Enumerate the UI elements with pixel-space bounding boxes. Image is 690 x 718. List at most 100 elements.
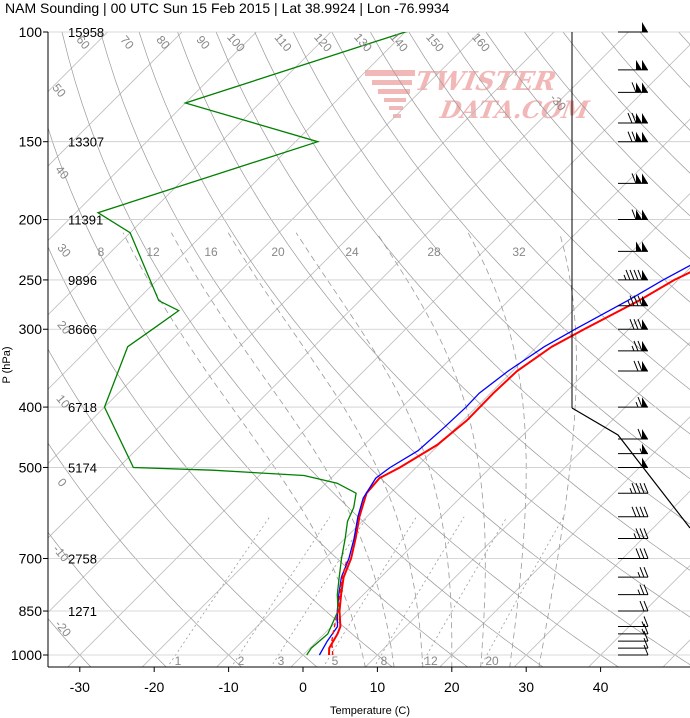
mixing-ratio-label: 3 — [278, 654, 285, 668]
barb-flag — [642, 59, 648, 70]
barb-flag — [636, 241, 642, 252]
mixing-ratio-label: 20 — [485, 654, 499, 668]
pressure-gridlines — [43, 31, 690, 672]
height-label: 13307 — [68, 135, 104, 150]
barb-full — [633, 295, 639, 306]
isotherm-line — [48, 32, 406, 390]
moist-adiabat-label: 20 — [271, 245, 285, 259]
barb-flag — [642, 397, 648, 408]
temp-tick-label: -10 — [218, 679, 238, 695]
barb-flag — [642, 428, 648, 439]
barb-half — [635, 401, 639, 408]
barb-full — [637, 396, 643, 408]
barb-flag — [642, 82, 648, 93]
dry-adiabat — [138, 32, 690, 666]
wind-barb — [618, 637, 649, 649]
barb-flag — [636, 82, 642, 93]
pressure-tick-label: 400 — [19, 399, 43, 415]
wind-barb — [618, 616, 649, 627]
mixing-ratio-line — [479, 516, 564, 667]
dry-adiabat — [562, 32, 690, 174]
height-label: 2758 — [68, 551, 97, 566]
pressure-tick-label: 1000 — [11, 647, 42, 663]
barb-full — [627, 112, 633, 124]
barb-full — [643, 600, 649, 612]
barb-flag — [636, 131, 642, 142]
wind-barb — [618, 173, 648, 184]
moist-adiabat-label: 16 — [204, 245, 218, 259]
x-axis-label: Temperature (C) — [330, 705, 410, 717]
barb-full — [643, 566, 649, 578]
dry-adiabat — [48, 531, 167, 667]
moist-adiabat — [170, 232, 395, 667]
pressure-tick-label: 150 — [19, 134, 43, 150]
barb-half — [639, 448, 643, 454]
barb-full — [637, 269, 643, 281]
moist-adiabat-label: 28 — [427, 245, 441, 259]
moist-adiabat-label: 12 — [146, 245, 160, 259]
dry-adiabat — [215, 32, 690, 571]
barb-full — [639, 528, 645, 539]
dry-adiabat-label: 150 — [423, 30, 447, 55]
axes-frame — [47, 32, 690, 668]
wind-barb — [618, 566, 649, 578]
barb-full — [629, 319, 635, 330]
temp-tick-label: 20 — [444, 679, 460, 695]
isotherm-line — [290, 267, 690, 667]
dry-adiabat-label: 120 — [311, 30, 335, 55]
barb-flag — [642, 113, 648, 124]
wind-barb — [618, 528, 649, 539]
isotherm-line — [216, 193, 690, 667]
barb-full — [637, 295, 643, 306]
wind-barb — [618, 269, 648, 281]
mixing-ratio-line — [322, 516, 417, 667]
barb-full — [631, 506, 637, 517]
dry-adiabat-label: 160 — [469, 30, 493, 55]
barb-full — [637, 428, 643, 440]
dry-adiabat — [100, 32, 619, 667]
height-label: 1271 — [68, 604, 97, 619]
barb-flag — [642, 457, 648, 468]
tornado-icon — [365, 70, 415, 118]
barb-flag — [642, 131, 648, 142]
barb-full — [631, 173, 637, 184]
isotherm-line — [48, 32, 183, 167]
barb-full — [639, 506, 645, 517]
height-label: 8666 — [68, 322, 97, 337]
height-label: 15958 — [68, 25, 104, 40]
wind-barb — [618, 131, 648, 143]
temp-tick-label: 40 — [593, 679, 609, 695]
watermark-line2: DATA.COM — [437, 95, 592, 124]
wind-barb — [618, 506, 649, 518]
y-axis-label: P (hPa) — [1, 346, 13, 383]
wind-barb — [618, 623, 649, 635]
dry-adiabat — [331, 32, 690, 435]
mixing-ratio-label: 1 — [175, 654, 182, 668]
barb-full — [643, 483, 649, 494]
barb-half — [633, 533, 637, 539]
barb-full — [643, 637, 649, 649]
temperature-trace — [328, 271, 690, 656]
wind-barb — [618, 644, 649, 656]
wind-barb — [618, 241, 648, 252]
isotherm-line — [48, 32, 629, 613]
temp-tick-label: -30 — [70, 679, 90, 695]
barb-flag — [636, 209, 642, 220]
wind-barb — [618, 319, 648, 330]
wind-barb — [618, 457, 648, 468]
barb-flag — [642, 319, 648, 330]
barb-full — [639, 548, 645, 559]
barb-full — [629, 295, 635, 306]
pressure-tick-label: 700 — [19, 550, 43, 566]
barb-half — [637, 571, 641, 578]
barb-full — [639, 566, 645, 578]
dry-adiabat — [177, 32, 690, 618]
dry-adiabat-label: 90 — [193, 33, 213, 52]
barb-full — [635, 528, 641, 539]
isotherm-line — [67, 44, 690, 667]
chart-title: NAM Sounding | 00 UTC Sun 15 Feb 2015 | … — [5, 0, 450, 16]
barb-full — [643, 616, 649, 627]
barb-full — [631, 112, 637, 124]
barb-full — [637, 340, 643, 352]
